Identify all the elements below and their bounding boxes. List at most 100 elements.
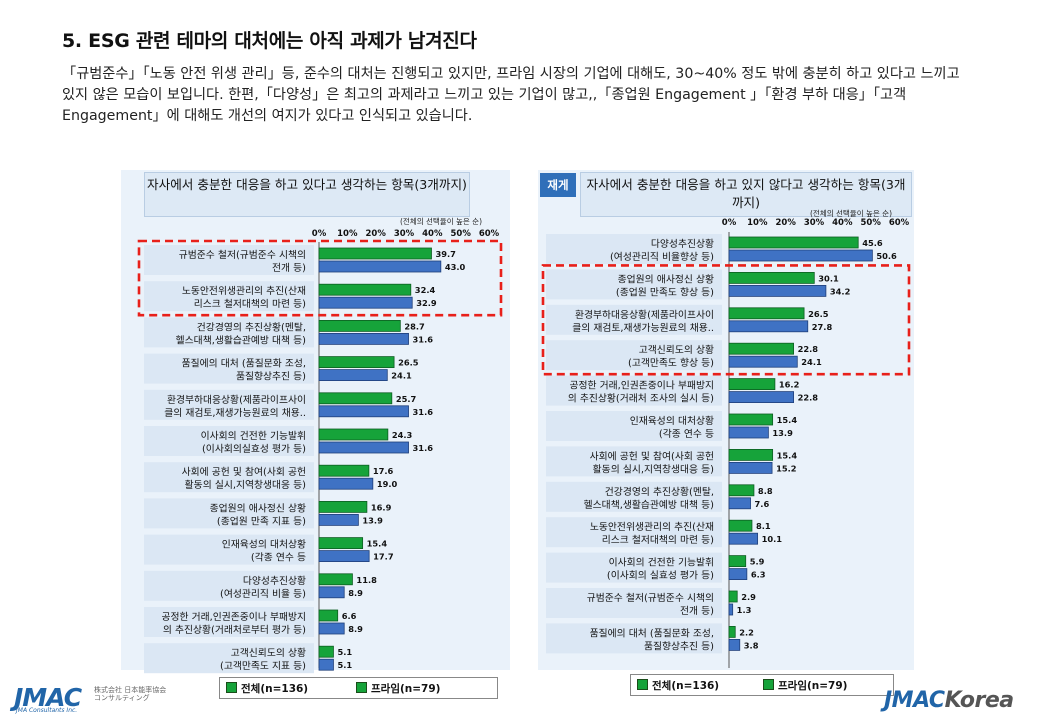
left-category-label: 헬스대책,생활습관예방 대책 등) [176,333,306,346]
left-category-label: 의 추진상황(거래처로부터 평가 등) [163,624,306,636]
legend-swatch-prime-right [763,679,774,690]
left-category-box [144,389,314,420]
jmac-korea-logo-a: JMAC [884,688,945,713]
left-value-label-all: 24.3 [392,430,413,440]
left-bar-prime [318,369,388,382]
jmac-logo-left: JMAC 株式会社 日本能率協会 コンサルティング JMA Consultant… [14,683,166,714]
left-value-label-all: 28.7 [404,321,425,331]
intro-paragraph: 「규범준수」「노동 안전 위생 관리」등, 준수의 대처는 진행되고 있지만, … [62,66,960,124]
jmac-korea-logo: JMACKorea [884,688,1014,713]
left-category-label: 전개 등) [272,262,306,274]
legend-item-all: 전체(n=136) [226,681,308,696]
left-value-label-prime: 19.0 [377,479,398,489]
left-bar-prime [318,550,370,562]
legend-item-prime: 프라임(n=79) [356,681,440,696]
left-value-label-prime: 31.6 [413,443,434,453]
left-category-box [144,462,314,493]
legend-swatch-all [226,682,237,693]
left-category-box [144,570,314,601]
legend-swatch-prime [356,682,367,693]
left-category-box [144,534,314,565]
left-category-label: 이사회의 건전한 기능발휘 [201,430,306,442]
left-value-label-prime: 31.6 [413,407,434,417]
left-value-label-prime: 43.0 [445,262,466,272]
left-bar-all [318,609,339,622]
left-category-label: 리스크 철저대책의 마련 등) [194,298,306,310]
left-category-box [144,317,314,348]
right-chart-title: 자사에서 충분한 대응을 하고 있지 않다고 생각하는 항목(3개까지) [586,177,906,210]
left-category-label: 사회에 공헌 및 참여(사회 공헌 [182,466,306,478]
left-category-label: (이사회의실효성 평가 등) [202,443,306,455]
right-legend: 전체(n=136) 프라임(n=79) [630,674,894,696]
left-category-box [144,353,314,384]
left-bar-all [318,247,432,260]
left-tick-label: 50% [450,229,471,239]
left-category-label: 품질에의 대처 (품질문화 조성, [182,358,306,370]
left-value-label-prime: 17.7 [373,552,394,562]
legend-label-all-right: 전체(n=136) [652,680,720,692]
left-bar-prime [318,658,334,671]
left-tick-label: 10% [337,229,358,239]
left-category-box [144,245,314,275]
jmac-logo-mark: JMAC [14,683,82,712]
left-value-label-all: 25.7 [396,394,417,404]
left-category-box [144,281,314,312]
left-bar-prime [318,514,359,526]
left-chart-title: 자사에서 충분한 대응을 하고 있다고 생각하는 항목(3개까지) [147,177,467,192]
left-category-box [144,643,314,674]
left-chart-header: 자사에서 충분한 대응을 하고 있다고 생각하는 항목(3개까지) [144,172,470,217]
left-value-label-prime: 32.9 [416,298,437,308]
legend-item-all-right: 전체(n=136) [637,678,719,693]
left-bar-prime [318,296,413,309]
left-bar-prime [318,586,345,599]
left-value-label-prime: 13.9 [362,515,383,525]
left-value-label-prime: 31.6 [413,334,434,344]
left-category-label: 환경부하대응상황(제품라이프사이 [167,393,306,406]
left-bar-all [318,464,370,477]
left-category-label: 종업원의 애사정신 상황 [210,501,306,514]
left-category-label: (종업원 만족 지표 등) [217,514,306,527]
left-bar-all [318,392,393,405]
left-bar-all [318,645,334,658]
left-value-label-all: 16.9 [371,502,392,512]
left-category-label: (고객만족도 지표 등) [220,660,306,672]
left-value-label-all: 32.4 [415,285,436,295]
left-value-label-prime: 8.9 [348,588,363,598]
left-bar-prime [318,405,409,418]
left-bar-prime [318,477,374,490]
left-category-label: 품질향상추진 등) [236,371,306,383]
jmac-logo-subtitle: 株式会社 日本能率協会 コンサルティング [94,686,167,702]
right-chart-panel [538,170,914,670]
left-bar-prime [318,332,409,345]
left-value-label-all: 11.8 [356,575,377,585]
left-value-label-all: 39.7 [435,249,456,259]
jmac-logo-small: JMA Consultants Inc. [16,707,78,714]
left-category-box [144,607,314,637]
left-value-label-all: 26.5 [398,358,419,368]
left-value-label-prime: 5.1 [337,660,352,670]
jmac-korea-logo-b: Korea [944,688,1015,713]
left-category-label: 고객신뢰도의 상황 [231,647,306,659]
left-category-label: 활동의 실시,지역창생대응 등) [185,478,306,491]
left-category-box [144,426,314,456]
left-tick-label: 40% [422,229,443,239]
left-bar-all [318,428,389,441]
left-bar-all [318,356,395,369]
left-bar-prime [318,622,345,635]
left-value-label-all: 15.4 [367,539,388,549]
left-bar-prime [318,260,442,273]
left-category-label: 공정한 거래,인권존중이나 부패방지 [161,611,306,623]
legend-swatch-all-right [637,679,648,690]
left-tick-label: 20% [365,229,386,239]
legend-label-prime: 프라임(n=79) [371,683,441,695]
left-category-label: 노동안전위생관리의 추진(산재 [182,284,306,297]
left-value-label-all: 5.1 [337,647,352,657]
left-value-label-all: 6.6 [342,611,357,621]
left-category-box [144,498,314,529]
right-chart-badge: 재게 [540,173,576,197]
left-tick-label: 60% [479,229,500,239]
left-tick-label: 30% [394,229,415,239]
left-bar-all [318,283,412,296]
left-category-label: 클의 재검토,재생가능원료의 채용.. [164,407,306,419]
left-category-label: 인재육성의 대처상황 [222,539,306,551]
